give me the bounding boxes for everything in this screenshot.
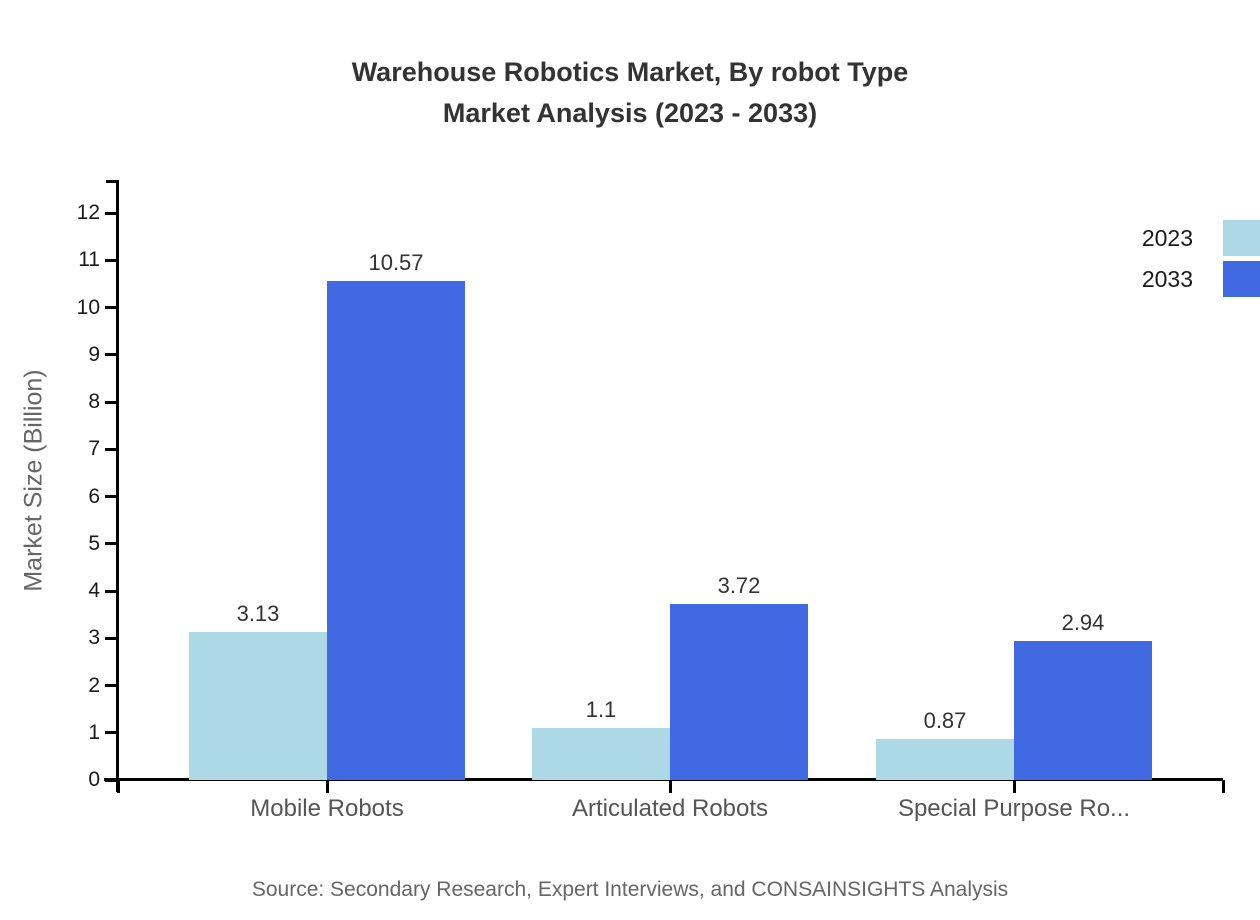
bar-2023-special-purpose-ro [876, 738, 1014, 780]
y-axis-top-cap [106, 180, 118, 183]
y-tick-mark [105, 447, 118, 451]
y-axis-title: Market Size (Billion) [19, 369, 48, 592]
y-tick-mark [105, 636, 118, 640]
y-tick-mark [105, 684, 118, 687]
y-tick-mark [105, 211, 118, 215]
y-tick-mark [105, 400, 118, 404]
value-label-2033-mobile-robots: 10.57 [368, 249, 424, 275]
y-tick-mark [105, 495, 118, 498]
chart-title: Warehouse Robotics Market, By robot Type… [0, 52, 1260, 134]
value-label-2033-special-purpose-ro: 2.94 [1061, 610, 1105, 636]
x-tick-mark [325, 780, 329, 793]
legend-item-2033: 2033 [1142, 261, 1260, 297]
category-label-articulated-robots: Articulated Robots [571, 795, 769, 822]
y-tick-mark [105, 258, 118, 262]
value-label-2023-special-purpose-ro: 0.87 [923, 707, 967, 733]
legend-swatch-2023 [1223, 220, 1260, 256]
y-tick-label: 2 [88, 673, 100, 697]
y-tick-label: 8 [88, 390, 100, 413]
y-tick-mark [105, 353, 118, 357]
legend-swatch-2033 [1223, 261, 1260, 297]
y-tick-mark [105, 731, 118, 735]
bar-2023-articulated-robots [532, 728, 670, 780]
y-tick-label: 6 [88, 484, 100, 508]
y-tick-mark [105, 778, 118, 782]
x-tick-mark [1012, 780, 1016, 793]
value-label-2023-articulated-robots: 1.1 [585, 697, 617, 723]
chart-title-line1: Warehouse Robotics Market, By robot Type [351, 57, 909, 87]
y-tick-label: 10 [76, 295, 100, 319]
source-text: Source: Secondary Research, Expert Inter… [251, 878, 1009, 901]
value-label-2023-mobile-robots: 3.13 [236, 601, 280, 627]
y-tick-label: 3 [88, 626, 100, 650]
value-label-2033-articulated-robots: 3.72 [717, 573, 761, 599]
bar-2033-articulated-robots [670, 604, 808, 780]
x-tick-mark [668, 780, 672, 793]
legend-label: 2033 [1141, 265, 1193, 292]
legend-item-2023: 2023 [1142, 220, 1260, 256]
x-tick-mark [1221, 780, 1225, 793]
y-tick-label: 0 [88, 768, 100, 791]
y-axis-line [116, 180, 119, 792]
category-label-special-purpose-ro: Special Purpose Ro... [897, 795, 1131, 822]
y-tick-label: 9 [88, 342, 100, 366]
y-tick-mark [105, 542, 118, 546]
y-tick-label: 1 [88, 720, 100, 744]
chart-title-line2: Market Analysis (2023 - 2033) [442, 98, 818, 128]
bar-2033-mobile-robots [327, 280, 465, 780]
bar-2033-special-purpose-ro [1014, 641, 1152, 780]
y-tick-mark [105, 306, 118, 309]
bar-2023-mobile-robots [189, 632, 327, 780]
legend-label: 2023 [1141, 224, 1193, 251]
legend: 2023 2033 [1142, 220, 1260, 302]
y-tick-label: 4 [88, 579, 100, 602]
category-label-mobile-robots: Mobile Robots [250, 795, 404, 822]
y-tick-label: 11 [78, 248, 100, 272]
y-tick-mark [105, 589, 118, 593]
y-tick-label: 7 [88, 437, 100, 461]
y-tick-label: 5 [88, 531, 100, 555]
x-tick-mark [116, 780, 120, 793]
y-tick-label: 12 [76, 201, 100, 224]
